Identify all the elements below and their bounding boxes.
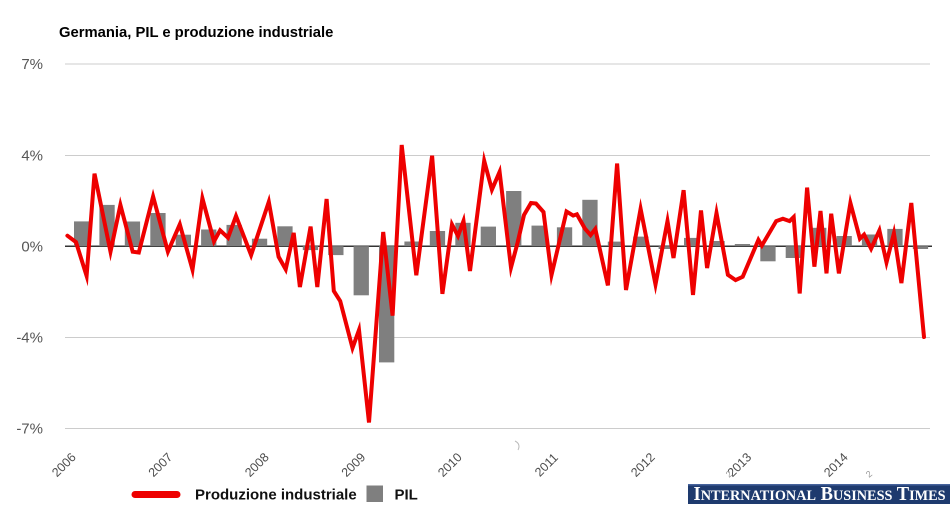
svg-text:INTERNATIONAL BUSINESS TIMES: INTERNATIONAL BUSINESS TIMES [694,484,946,505]
svg-text:0%: 0% [21,239,43,256]
svg-text:2: 2 [864,469,874,480]
svg-text:-4%: -4% [16,330,43,347]
svg-text:-7%: -7% [16,421,43,438]
svg-text:4%: 4% [21,148,43,165]
svg-text:2: 2 [724,469,734,480]
svg-text:PIL: PIL [395,487,418,504]
svg-text:7%: 7% [21,56,43,73]
svg-text:Germania, PIL e produzione ind: Germania, PIL e produzione industriale [59,25,333,41]
svg-text:Produzione industriale: Produzione industriale [195,487,357,504]
